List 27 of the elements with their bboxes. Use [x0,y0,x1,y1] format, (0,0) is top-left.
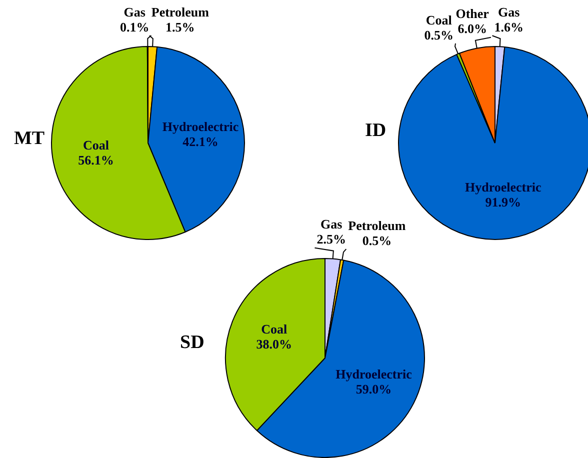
slice-label: Coal [426,12,452,28]
slice-label: Coal [261,322,288,337]
slice-label: Gas [320,216,342,232]
data-label: 1.6% [494,19,524,34]
text: ID [365,120,386,142]
data-label: 0.1% [120,19,150,34]
slice-label: Gas [498,4,520,20]
data-label: 2.5% [316,232,346,247]
data-label: 42.1% [182,134,218,149]
text: MT [14,128,45,150]
text: SD [180,332,204,354]
data-label: 6.0% [458,21,487,36]
data-label: 38.0% [256,336,292,352]
data-label: 56.1% [78,152,114,168]
slice-label: Hydroelectric [162,118,239,134]
slice-label: Petroleum [348,218,406,233]
data-label: 0.5% [362,232,392,248]
slice-label: Hydroelectric [336,366,412,382]
slice-label: Other [456,6,490,22]
slice-label: Gas [124,4,146,20]
data-label: 59.0% [356,382,392,397]
slice-label: Coal [83,137,110,152]
data-label: 0.5% [424,27,454,42]
slice-label: Petroleum [151,4,210,20]
data-label: 1.5% [166,19,195,34]
data-label: 91.9% [485,194,522,210]
slice-label: Hydroelectric [464,179,542,194]
